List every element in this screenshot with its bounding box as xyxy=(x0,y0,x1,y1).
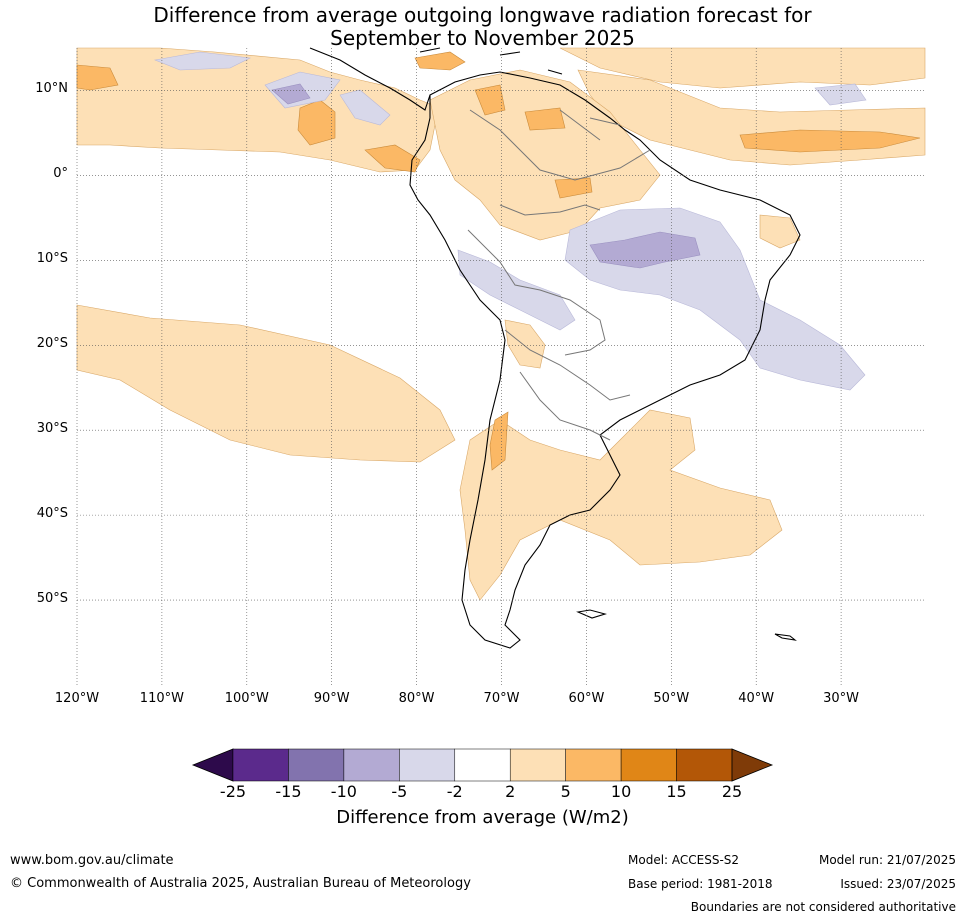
colorbar-tick-label: 10 xyxy=(610,782,632,801)
colorbar-swatch xyxy=(232,748,289,782)
coastlines xyxy=(309,47,801,649)
title-line-1: Difference from average outgoing longwav… xyxy=(153,3,812,27)
latitude-label: 30°S xyxy=(36,421,68,437)
colorbar-swatch xyxy=(288,748,345,782)
longitude-label: 90°W xyxy=(313,691,350,706)
longitude-label: 110°W xyxy=(139,691,184,706)
warm-core-4 xyxy=(414,51,466,71)
pacific-cool-1 xyxy=(153,51,252,71)
longitude-label: 50°W xyxy=(653,691,690,706)
colorbar-tick-label: -25 xyxy=(219,782,247,801)
issued-date: Issued: 23/07/2025 xyxy=(840,877,956,891)
copyright-text: © Commonwealth of Australia 2025, Austra… xyxy=(10,876,471,891)
longitude-label: 60°W xyxy=(568,691,605,706)
longitude-label: 40°W xyxy=(738,691,775,706)
brazil-cool-core xyxy=(589,231,701,269)
colorbar-swatch xyxy=(509,748,566,782)
eastern-pacific-warm-band xyxy=(76,47,441,173)
gridlines xyxy=(76,48,926,685)
model-name: Model: ACCESS-S2 xyxy=(628,853,740,867)
latitude-label: 0° xyxy=(53,166,68,182)
central-america-coastline xyxy=(309,47,431,111)
colorbar-tick-label: 2 xyxy=(505,782,516,801)
latitude-label: 40°S xyxy=(36,506,68,522)
pacific-cool-core xyxy=(271,83,311,105)
southeast-pacific-warm xyxy=(76,304,456,463)
colorbar-tick-label: 15 xyxy=(666,782,687,801)
colorbar-tick-label: -15 xyxy=(275,782,302,801)
south-america-coastline xyxy=(409,71,801,649)
bolivia-cool-region xyxy=(457,249,576,331)
country-borders xyxy=(467,109,651,441)
title-line-2: September to November 2025 xyxy=(330,26,635,50)
latitude-label: 50°S xyxy=(36,591,68,607)
website-link[interactable]: www.bom.gov.au/climate xyxy=(10,853,174,868)
longitude-label: 70°W xyxy=(483,691,520,706)
colorbar-swatch xyxy=(399,748,456,782)
colorbar-swatch xyxy=(454,748,511,782)
warm-core-2 xyxy=(364,144,421,173)
colorbar-min-extend xyxy=(191,748,234,782)
caribbean-islands xyxy=(419,47,563,75)
colorbar-swatch xyxy=(565,748,622,782)
bolivia-warm xyxy=(504,319,546,369)
negative-anomaly-regions xyxy=(153,51,867,391)
colorbar-swatch xyxy=(620,748,677,782)
northeast-brazil-warm xyxy=(759,214,801,249)
colorbar xyxy=(191,748,774,782)
colorbar-tick-label: 5 xyxy=(560,782,571,801)
border-lines xyxy=(467,109,651,441)
longitude-label: 120°W xyxy=(54,691,100,706)
warm-core-6 xyxy=(524,107,566,131)
longitude-label: 80°W xyxy=(398,691,435,706)
brazil-cool-region xyxy=(564,207,866,391)
chart-title: Difference from average outgoing longwav… xyxy=(0,4,965,50)
latitude-label: 10°N xyxy=(35,81,68,97)
atlantic-cool-1 xyxy=(814,83,867,106)
northern-atlantic-strip xyxy=(559,47,926,89)
warm-core-5 xyxy=(474,84,506,116)
boundaries-disclaimer: Boundaries are not considered authoritat… xyxy=(690,900,956,914)
base-period: Base period: 1981-2018 xyxy=(628,877,773,891)
latitude-label: 20°S xyxy=(36,336,68,352)
latitude-label: 10°S xyxy=(36,251,68,267)
model-run-date: Model run: 21/07/2025 xyxy=(818,853,956,867)
pacific-cool-3 xyxy=(339,89,391,126)
falkland-islands xyxy=(576,609,607,619)
colorbar-swatch xyxy=(676,748,733,782)
longitude-label: 100°W xyxy=(224,691,269,706)
warm-core-8 xyxy=(739,129,921,153)
colorbar-swatch xyxy=(343,748,400,782)
colorbar-tick-label: -2 xyxy=(446,782,463,801)
colorbar-tick-label: 25 xyxy=(721,782,743,801)
colorbar-title: Difference from average (W/m2) xyxy=(336,807,629,828)
colorbar-tick-label: -5 xyxy=(391,782,408,801)
warm-core-9 xyxy=(489,411,509,471)
colorbar-max-extend xyxy=(731,748,774,782)
colorbar-tick-label: -10 xyxy=(330,782,357,801)
longitude-label: 30°W xyxy=(823,691,860,706)
southern-sa-warm xyxy=(459,409,783,601)
south-georgia xyxy=(774,633,797,641)
